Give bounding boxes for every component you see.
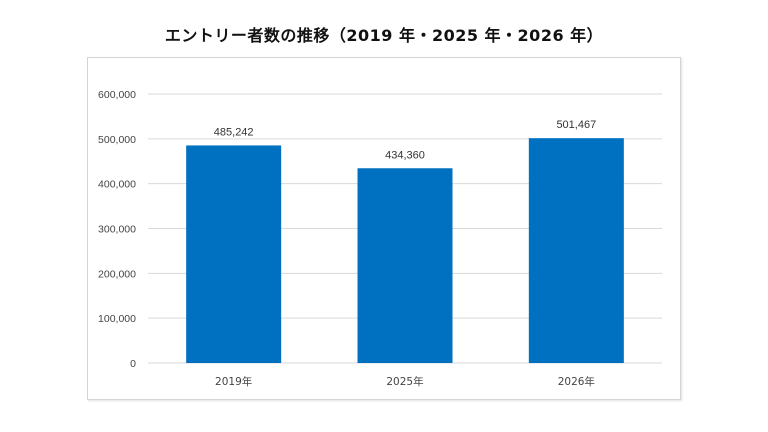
bar — [528, 138, 624, 363]
bar-data-label: 501,467 — [556, 119, 596, 131]
bar — [357, 168, 453, 363]
y-tick-label: 400,000 — [98, 179, 136, 191]
y-tick-label: 600,000 — [98, 89, 136, 101]
bar-data-label: 434,360 — [385, 149, 425, 161]
x-category-label: 2026年 — [558, 375, 595, 388]
y-axis-ticks: 0 100,000 200,000 300,000 400,000 500,000 600,… — [98, 89, 136, 370]
bars — [186, 138, 624, 363]
bar-data-label: 485,242 — [214, 126, 254, 138]
bar — [186, 145, 282, 363]
data-labels: 485,242 434,360 501,467 — [214, 119, 596, 161]
x-category-label: 2025年 — [386, 375, 423, 388]
y-tick-label: 200,000 — [98, 268, 136, 280]
x-axis-categories: 2019年 2025年 2026年 — [215, 375, 595, 388]
y-tick-label: 300,000 — [98, 224, 136, 236]
y-tick-label: 100,000 — [98, 313, 136, 325]
chart-title: エントリー者数の推移（2019 年・2025 年・2026 年） — [164, 26, 604, 45]
x-category-label: 2019年 — [215, 375, 252, 388]
y-tick-label: 500,000 — [98, 134, 136, 146]
y-tick-label: 0 — [130, 358, 136, 370]
